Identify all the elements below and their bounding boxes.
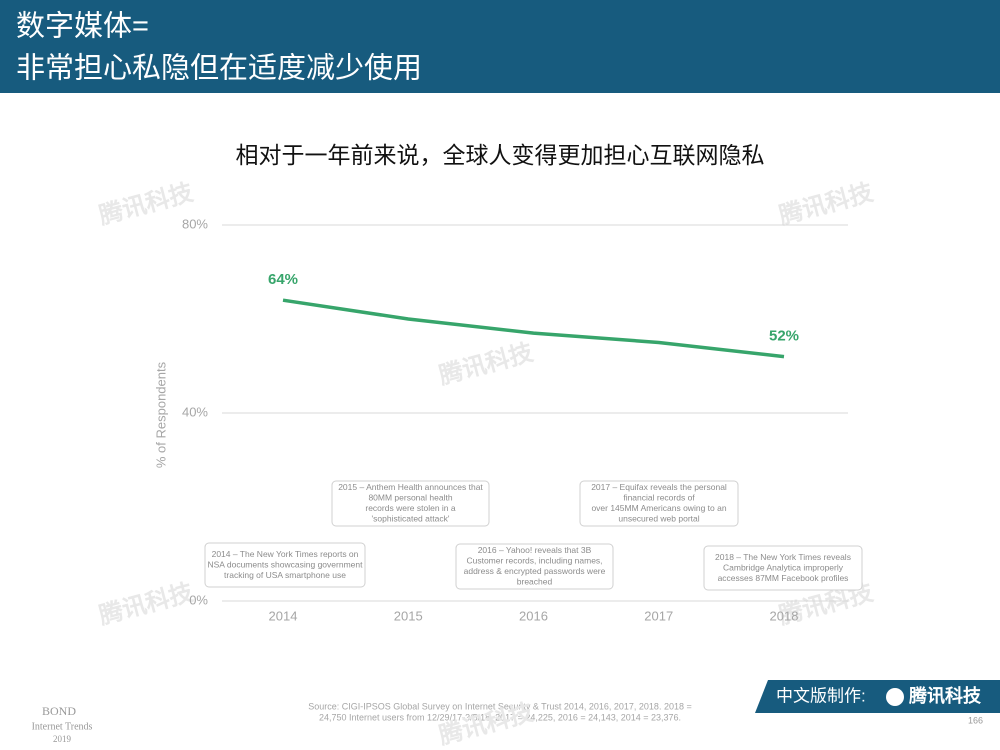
- annotation-box: [204, 542, 366, 588]
- header-title: 数字媒体=: [16, 10, 149, 43]
- annotation-text: address & encrypted passwords were: [464, 566, 606, 576]
- header-title: 非常担心私隐但在适度减少使用: [16, 52, 422, 85]
- logo-icon: [886, 688, 904, 706]
- annotation-text: 'sophisticated attack': [372, 514, 450, 524]
- annotation-box: [703, 545, 863, 591]
- annotation-text: breached: [517, 577, 553, 587]
- annotation-text: accesses 87MM Facebook profiles: [718, 573, 849, 583]
- data-label: 64%: [268, 271, 298, 288]
- annotation-text: tracking of USA smartphone use: [224, 570, 346, 580]
- annotation-text: 2017 – Equifax reveals the personal: [591, 482, 727, 492]
- annotation-text: Customer records, including names,: [466, 556, 602, 566]
- annotation-text: 2015 – Anthem Health announces that: [338, 482, 483, 492]
- page-number: 166: [968, 715, 983, 725]
- brand: BOND: [42, 704, 76, 718]
- data-line: [282, 298, 785, 359]
- data-label: 52%: [769, 328, 799, 345]
- annotation-text: unsecured web portal: [618, 514, 699, 524]
- annotation-text: records were stolen in a: [365, 503, 456, 513]
- annotation-box: [455, 543, 614, 590]
- y-axis-label: % of Respondents: [153, 361, 168, 468]
- chart-title: 相对于一年前来说，全球人变得更加担心互联网隐私: [236, 142, 765, 168]
- annotation-text: 80MM personal health: [368, 493, 452, 503]
- x-tick-label: 2017: [644, 608, 673, 623]
- annotation-text: 2014 – The New York Times reports on: [212, 549, 359, 559]
- credit-band: [755, 680, 1000, 713]
- source: 24,750 Internet users from 12/29/17-3/5/…: [319, 712, 681, 722]
- annotation-text: Cambridge Analytica improperly: [723, 562, 844, 572]
- annotation-box: [331, 480, 490, 527]
- annotation-text: NSA documents showcasing government: [208, 559, 364, 569]
- x-tick-label: 2014: [269, 608, 298, 623]
- watermark: 腾讯科技: [436, 339, 537, 390]
- annotation-text: financial records of: [623, 493, 695, 503]
- header-band: [0, 0, 1000, 93]
- credit: 中文版制作:: [776, 686, 866, 705]
- x-tick-label: 2018: [770, 608, 799, 623]
- y-tick-label: 0%: [189, 592, 208, 607]
- annotation-text: 2016 – Yahoo! reveals that 3B: [478, 545, 592, 555]
- annotation-box: [579, 480, 739, 527]
- brand-sub: Internet Trends: [32, 721, 93, 732]
- annotation-text: 2018 – The New York Times reveals: [715, 552, 851, 562]
- y-tick-label: 80%: [182, 216, 208, 231]
- logo: 腾讯科技: [909, 685, 982, 706]
- watermark: 腾讯科技: [96, 579, 197, 630]
- y-tick-label: 40%: [182, 404, 208, 419]
- watermark: 腾讯科技: [776, 179, 877, 230]
- source: Source: CIGI-IPSOS Global Survey on Inte…: [308, 701, 691, 711]
- brand-sub: 2019: [53, 734, 72, 744]
- annotation-text: over 145MM Americans owing to an: [591, 503, 726, 513]
- x-tick-label: 2016: [519, 608, 548, 623]
- x-tick-label: 2015: [394, 608, 423, 623]
